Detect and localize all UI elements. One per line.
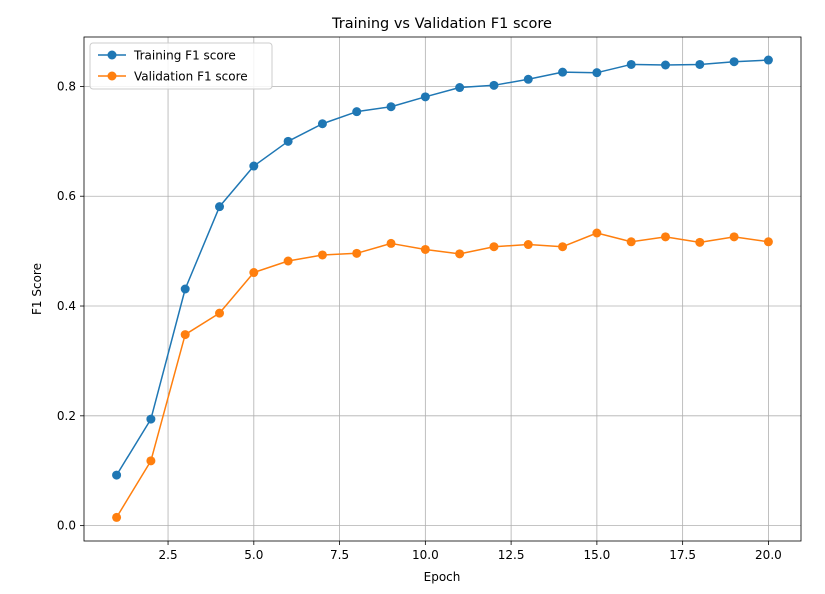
data-point-validation-f1-score <box>729 232 739 242</box>
data-point-training-f1-score <box>180 284 190 294</box>
data-point-validation-f1-score <box>215 308 225 318</box>
data-point-validation-f1-score <box>523 240 533 250</box>
y-tick-label: 0.0 <box>57 519 76 533</box>
x-axis-label: Epoch <box>424 570 461 584</box>
data-point-training-f1-score <box>249 161 259 171</box>
series-line-training-f1-score <box>115 59 769 476</box>
legend-box <box>89 42 273 90</box>
data-point-training-f1-score <box>592 68 602 78</box>
legend-marker-training-f1-score <box>107 50 117 60</box>
data-point-validation-f1-score <box>180 330 190 340</box>
data-point-validation-f1-score <box>592 228 602 238</box>
data-point-validation-f1-score <box>112 512 122 522</box>
legend-label-training-f1-score: Training F1 score <box>133 49 236 63</box>
x-tick-label: 12.5 <box>498 548 525 562</box>
x-tick-label: 5.0 <box>244 548 263 562</box>
data-point-validation-f1-score <box>386 238 396 248</box>
y-axis-label: F1 Score <box>30 263 44 315</box>
data-point-training-f1-score <box>455 83 465 93</box>
legend: Training F1 score Validation F1 score <box>89 42 273 90</box>
data-point-validation-f1-score <box>558 242 568 252</box>
series-layer <box>112 55 773 522</box>
data-point-training-f1-score <box>695 59 705 69</box>
data-point-training-f1-score <box>558 67 568 77</box>
series-line-validation-f1-score <box>115 232 769 518</box>
data-point-training-f1-score <box>626 59 636 69</box>
data-point-validation-f1-score <box>660 232 670 242</box>
data-point-validation-f1-score <box>695 237 705 247</box>
series-validation-f1-score <box>112 228 773 522</box>
data-point-validation-f1-score <box>283 256 293 266</box>
data-point-training-f1-score <box>317 119 327 129</box>
legend-label-validation-f1-score: Validation F1 score <box>134 70 248 84</box>
data-point-training-f1-score <box>112 470 122 480</box>
data-point-training-f1-score <box>352 107 362 117</box>
data-point-validation-f1-score <box>146 456 156 466</box>
data-point-training-f1-score <box>386 102 396 112</box>
data-point-validation-f1-score <box>420 244 430 254</box>
data-point-training-f1-score <box>763 55 773 65</box>
data-point-training-f1-score <box>283 136 293 146</box>
y-tick-label: 0.4 <box>57 299 76 313</box>
data-point-training-f1-score <box>729 57 739 67</box>
data-point-validation-f1-score <box>455 249 465 259</box>
data-point-validation-f1-score <box>763 237 773 247</box>
axes-layer: 2.5 5.0 7.5 10.0 12.5 15.0 17.5 20.0 0.0 0.2 0.4 0.… <box>57 36 802 562</box>
legend-marker-validation-f1-score <box>107 71 117 81</box>
data-point-validation-f1-score <box>352 248 362 258</box>
plot-frame <box>83 36 802 542</box>
series-training-f1-score <box>112 55 773 480</box>
data-point-training-f1-score <box>523 74 533 84</box>
data-point-validation-f1-score <box>626 237 636 247</box>
data-point-validation-f1-score <box>249 268 259 278</box>
x-tick-label: 20.0 <box>755 548 782 562</box>
grid-layer <box>84 37 801 541</box>
y-tick-label: 0.2 <box>57 409 76 423</box>
data-point-validation-f1-score <box>317 250 327 260</box>
data-point-training-f1-score <box>146 414 156 424</box>
data-point-training-f1-score <box>660 60 670 70</box>
x-tick-label: 17.5 <box>669 548 696 562</box>
data-point-training-f1-score <box>215 202 225 212</box>
y-tick-label: 0.6 <box>57 189 76 203</box>
x-tick-label: 15.0 <box>584 548 611 562</box>
y-tick-label: 0.8 <box>57 79 76 93</box>
chart-title: Training vs Validation F1 score <box>331 16 552 32</box>
data-point-training-f1-score <box>489 80 499 90</box>
data-point-training-f1-score <box>420 92 430 102</box>
x-tick-label: 10.0 <box>412 548 439 562</box>
data-point-validation-f1-score <box>489 242 499 252</box>
x-tick-label: 2.5 <box>159 548 178 562</box>
x-tick-label: 7.5 <box>330 548 349 562</box>
